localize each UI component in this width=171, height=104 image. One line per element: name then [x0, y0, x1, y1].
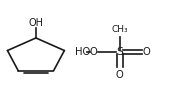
Text: S: S	[116, 47, 123, 57]
Text: HO: HO	[75, 47, 90, 57]
Text: O: O	[142, 47, 150, 57]
Text: CH₃: CH₃	[111, 25, 128, 34]
Text: O: O	[116, 70, 124, 80]
Text: OH: OH	[28, 18, 43, 28]
Text: O: O	[89, 47, 97, 57]
